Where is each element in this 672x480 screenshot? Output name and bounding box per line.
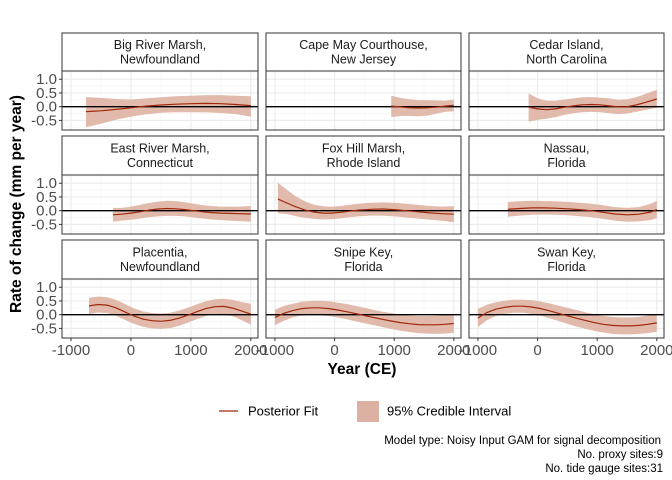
panel-title-line: Fox Hill Marsh, [322, 142, 405, 156]
panel-title-line: Florida [547, 156, 585, 170]
y-tick-label: 0.0 [36, 99, 57, 116]
x-tick-label: 0 [533, 342, 541, 359]
posterior-fit-line [477, 305, 657, 327]
panel-strip [265, 239, 462, 280]
panel-5: Fox Hill Marsh,Rhode Island [265, 135, 462, 235]
panel-title-line: Snipe Key, [334, 246, 394, 260]
x-tick-label: 2000 [640, 342, 672, 359]
panel-title-line: Newfoundland [120, 260, 200, 274]
x-tick-label: -1000 [52, 342, 90, 359]
caption-line-1: Model type: Noisy Input GAM for signal d… [384, 435, 661, 447]
caption-line-2: No. proxy sites:9 [577, 449, 663, 461]
panel-border [265, 70, 462, 131]
panel-title-line: Florida [547, 260, 585, 274]
posterior-fit-line [274, 307, 454, 326]
panel-6: Nassau,Florida [468, 135, 665, 235]
panel-title-line: North Carolina [526, 53, 607, 67]
y-tick-label: 0.5 [36, 85, 57, 102]
panel-3: Cedar Island,North Carolina [468, 32, 665, 131]
panel-8: Snipe Key,Florida [265, 239, 462, 339]
panel-border [61, 174, 259, 235]
y-tick-label: 1.0 [36, 175, 57, 192]
credible-interval-band [277, 182, 454, 223]
panel-1: Big River Marsh,Newfoundland [61, 32, 259, 131]
panel-4: East River Marsh,Connecticut [61, 135, 259, 235]
caption: Model type: Noisy Input GAM for signal d… [384, 435, 663, 475]
x-tick-label: 0 [330, 342, 338, 359]
posterior-fit-line [277, 198, 454, 215]
x-tick-label: 2000 [437, 342, 470, 359]
panel-border [61, 70, 259, 131]
panel-strip [468, 135, 665, 176]
axis-layer: 1.00.50.0-0.51.00.50.0-0.51.00.50.0-0.5-… [31, 71, 672, 359]
panel-border [468, 278, 665, 339]
panel-title-line: Swan Key, [537, 246, 596, 260]
y-axis-title: Rate of change (mm per year) [8, 95, 25, 313]
posterior-fit-line [391, 104, 454, 109]
panel-border [61, 278, 259, 339]
credible-interval-band [89, 296, 251, 329]
panel-border [468, 70, 665, 131]
x-tick-label: -1000 [256, 342, 294, 359]
legend-fit-label: Posterior Fit [248, 404, 318, 419]
panel-title-line: Newfoundland [120, 53, 200, 67]
y-tick-label: 0.0 [36, 307, 57, 324]
y-tick-label: 1.0 [36, 71, 57, 88]
panel-2: Cape May Courthouse,New Jersey [265, 32, 462, 131]
panel-title-line: Placentia, [133, 246, 188, 260]
y-tick-label: 0.0 [36, 203, 57, 220]
panel-title-line: East River Marsh, [110, 142, 209, 156]
y-tick-label: 0.5 [36, 189, 57, 206]
y-tick-label: 1.0 [36, 279, 57, 296]
panel-strip [61, 32, 259, 72]
panel-strip [265, 32, 462, 72]
legend-ci-label: 95% Credible Interval [387, 404, 511, 419]
panel-border [468, 174, 665, 235]
posterior-fit-line [528, 98, 657, 111]
caption-line-3: No. tide gauge sites:31 [545, 463, 663, 475]
panel-strip [265, 135, 462, 176]
panel-title-line: Big River Marsh, [114, 38, 206, 52]
panel-title-line: Nassau, [544, 142, 590, 156]
legend: Posterior Fit 95% Credible Interval [219, 401, 511, 422]
x-tick-label: -1000 [459, 342, 497, 359]
credible-interval-band [274, 300, 454, 334]
x-tick-label: 1000 [174, 342, 207, 359]
y-tick-label: -0.5 [31, 112, 57, 129]
posterior-fit-line [507, 207, 658, 216]
posterior-fit-line [88, 303, 251, 322]
panel-strip [61, 239, 259, 280]
panel-border [265, 278, 462, 339]
panel-title-line: Cedar Island, [529, 38, 603, 52]
panel-strip [468, 239, 665, 280]
y-tick-label: -0.5 [31, 320, 57, 337]
panel-title-line: Florida [344, 260, 382, 274]
panel-title-line: Rhode Island [327, 156, 401, 170]
x-axis-title: Year (CE) [328, 361, 397, 378]
panel-title-line: Cape May Courthouse, [299, 38, 428, 52]
posterior-fit-line [85, 102, 251, 113]
x-tick-label: 2000 [234, 342, 267, 359]
x-tick-label: 0 [127, 342, 135, 359]
panel-9: Swan Key,Florida [468, 239, 665, 339]
posterior-fit-line [112, 207, 251, 216]
y-tick-label: -0.5 [31, 216, 57, 233]
legend-ci-swatch [357, 401, 379, 422]
panel-border [265, 174, 462, 235]
x-tick-label: 1000 [378, 342, 411, 359]
credible-interval-band [528, 89, 657, 122]
panel-title-line: Connecticut [127, 156, 194, 170]
x-tick-label: 1000 [581, 342, 614, 359]
panel-title-line: New Jersey [331, 53, 397, 67]
panel-7: Placentia,Newfoundland [61, 239, 259, 339]
y-tick-label: 0.5 [36, 293, 57, 310]
